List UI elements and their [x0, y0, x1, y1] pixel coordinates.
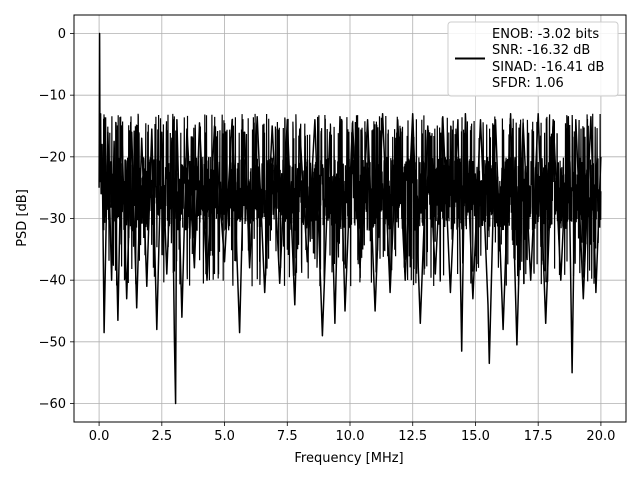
y-tick-label: 0 [58, 27, 66, 42]
y-tick-label: −30 [39, 212, 66, 227]
x-tick-label: 2.5 [151, 429, 172, 444]
noise-floor-trace [102, 113, 602, 287]
x-tick-label: 0.0 [89, 429, 110, 444]
legend-snr: SNR: -16.32 dB [492, 43, 590, 58]
x-tick-label: 5.0 [214, 429, 235, 444]
x-tick-label: 7.5 [277, 429, 298, 444]
y-tick-label: −10 [39, 89, 66, 104]
y-tick-label: −20 [39, 150, 66, 165]
y-tick-label: −40 [39, 274, 66, 289]
x-tick-label: 10.0 [336, 429, 365, 444]
x-axis-ticks: 0.0 2.5 5.0 7.5 10.0 12.5 15.0 17.5 20.0 [89, 422, 615, 444]
legend-enob: ENOB: -3.02 bits [492, 27, 599, 42]
legend-box [447, 21, 619, 97]
legend-sfdr: SFDR: 1.06 [492, 76, 564, 91]
x-axis-label: Frequency [MHz] [294, 451, 403, 466]
x-tick-label: 17.5 [524, 429, 553, 444]
x-tick-label: 20.0 [586, 429, 615, 444]
y-axis-ticks: 0 −10 −20 −30 −40 −50 −60 [39, 27, 74, 412]
x-tick-label: 12.5 [398, 429, 427, 444]
x-tick-label: 15.0 [461, 429, 490, 444]
legend: ENOB: -3.02 bits SNR: -16.32 dB SINAD: -… [447, 21, 619, 97]
y-tick-label: −50 [39, 335, 66, 350]
psd-series-line [98, 32, 602, 405]
y-tick-label: −60 [39, 397, 66, 412]
legend-sinad: SINAD: -16.41 dB [492, 60, 604, 75]
y-axis-label: PSD [dB] [15, 189, 30, 247]
noise-floor [102, 113, 602, 287]
